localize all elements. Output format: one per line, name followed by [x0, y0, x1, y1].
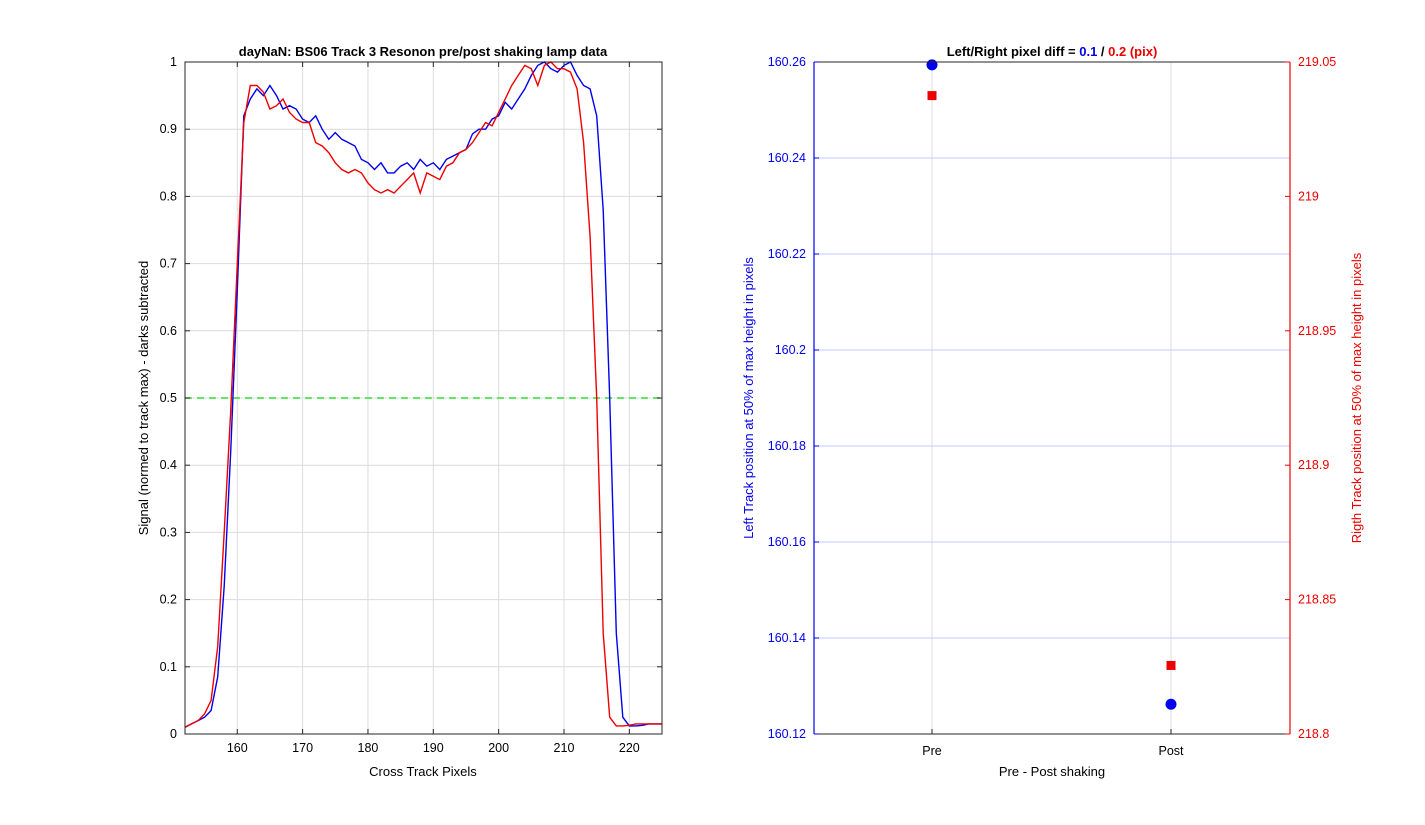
left-y-label: Signal (normed to track max) - darks sub…: [136, 261, 151, 536]
right-axis-tick-label: 219.05: [1298, 55, 1336, 69]
category-label: Pre: [922, 744, 942, 758]
right-grid: [814, 61, 1290, 735]
right-chart: Pre Post 160.12 160.14 160.16 160.18 160.2 160.…: [741, 44, 1364, 779]
right-ticks: Pre Post 160.12 160.14 160.16 160.18 160.2 160.…: [768, 55, 1337, 758]
y-tick-label: 0.8: [160, 189, 177, 203]
right-track-marker: [1166, 660, 1176, 670]
left-chart-title: dayNaN: BS06 Track 3 Resonon pre/post sh…: [239, 44, 608, 59]
y-tick-label: 0.2: [160, 593, 177, 607]
x-tick-label: 190: [423, 741, 444, 755]
y-tick-label: 0.5: [160, 391, 177, 405]
left-axis-tick-label: 160.2: [775, 343, 806, 357]
y-tick-label: 0.9: [160, 122, 177, 136]
left-x-label: Cross Track Pixels: [369, 764, 477, 779]
series-line-red: [184, 61, 662, 728]
right-axis-tick-label: 218.9: [1298, 458, 1329, 472]
right-plot-area: [814, 62, 1290, 734]
right-axis-tick-label: 219: [1298, 189, 1319, 203]
y-tick-label: 0.6: [160, 324, 177, 338]
left-axis-tick-label: 160.14: [768, 631, 806, 645]
y-tick-label: 0.1: [160, 660, 177, 674]
category-label: Post: [1158, 744, 1184, 758]
left-axis-tick-label: 160.26: [768, 55, 806, 69]
y-tick-label: 0: [170, 727, 177, 741]
title-prefix: Left/Right pixel diff =: [947, 44, 1080, 59]
left-series-group: [184, 61, 662, 728]
left-axis-tick-label: 160.18: [768, 439, 806, 453]
title-separator: /: [1097, 44, 1108, 59]
y-tick-label: 0.4: [160, 458, 177, 472]
y-tick-label: 1: [170, 55, 177, 69]
title-right-value: 0.2 (pix): [1108, 44, 1157, 59]
left-track-marker: [1165, 698, 1177, 710]
left-ticks: 160 170 180 190 200 210 220 0 0.1 0.2 0.3 0.4 0.5 0.6…: [160, 55, 662, 755]
right-axis-label: Rigth Track position at 50% of max heigh…: [1349, 252, 1364, 543]
right-chart-title: Left/Right pixel diff = 0.1 / 0.2 (pix): [947, 44, 1158, 59]
y-tick-label: 0.7: [160, 257, 177, 271]
left-chart: 160 170 180 190 200 210 220 0 0.1 0.2 0.3 0.4 0.5 0.6…: [136, 44, 663, 779]
right-axis-tick-label: 218.95: [1298, 324, 1336, 338]
title-left-value: 0.1: [1079, 44, 1097, 59]
x-tick-label: 180: [358, 741, 379, 755]
left-axis-tick-label: 160.16: [768, 535, 806, 549]
left-axis-label: Left Track position at 50% of max height…: [741, 257, 756, 539]
y-tick-label: 0.3: [160, 525, 177, 539]
x-tick-label: 160: [227, 741, 248, 755]
left-track-marker: [926, 59, 938, 71]
right-x-label: Pre - Post shaking: [999, 764, 1105, 779]
x-tick-label: 220: [619, 741, 640, 755]
left-axis-tick-label: 160.12: [768, 727, 806, 741]
left-axis-tick-label: 160.24: [768, 151, 806, 165]
right-axis-tick-label: 218.8: [1298, 727, 1329, 741]
left-axis-tick-label: 160.22: [768, 247, 806, 261]
right-axis-tick-label: 218.85: [1298, 593, 1336, 607]
x-tick-label: 170: [292, 741, 313, 755]
right-track-marker: [927, 91, 937, 101]
x-tick-label: 200: [488, 741, 509, 755]
x-tick-label: 210: [554, 741, 575, 755]
